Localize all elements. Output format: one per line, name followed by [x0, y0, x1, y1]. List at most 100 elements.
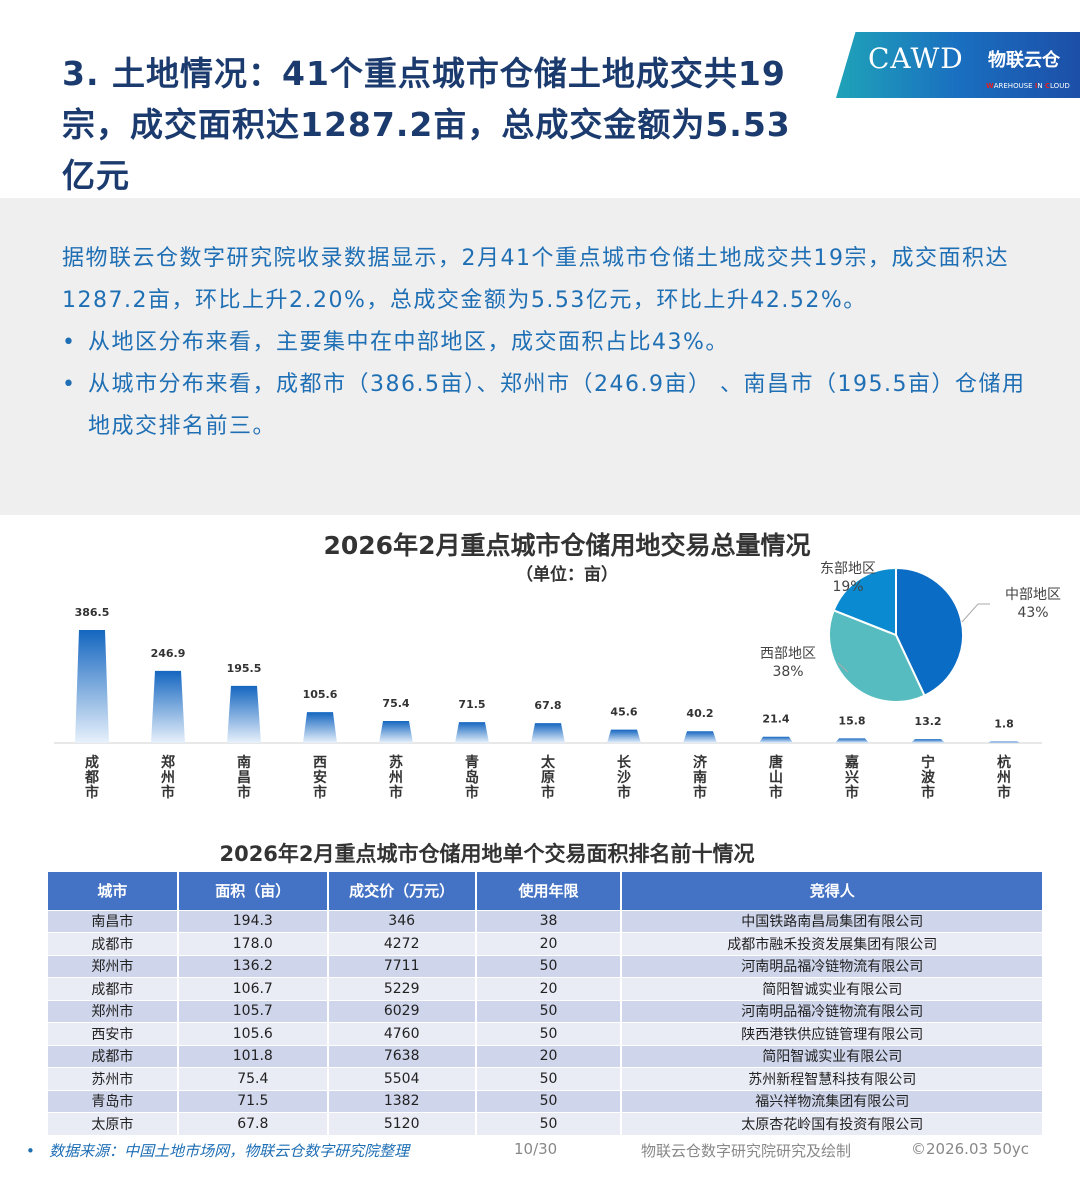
category-label: 波 [921, 769, 936, 786]
bar [607, 729, 641, 743]
category-label: 州 [160, 770, 175, 786]
summary: 据物联云仓数字研究院收录数据显示，2月41个重点城市仓储土地成交共19宗，成交面… [62, 238, 1032, 448]
bar-chart: 386.5成都市246.9郑州市195.5南昌市105.6西安市75.4苏州市7… [54, 561, 1061, 801]
bar [987, 741, 1021, 743]
bar [455, 722, 489, 743]
pie-percent: 43% [1017, 605, 1048, 621]
table-cell: 50 [475, 1112, 623, 1135]
table-row: 郑州市 136.2 7711 50 河南明品福冷链物流有限公司 [48, 954, 1044, 978]
table-cell: 106.7 [177, 977, 329, 1000]
category-label: 太 [541, 754, 556, 771]
category-label: 嘉 [844, 754, 859, 771]
category-label: 市 [389, 784, 403, 801]
wic-logo: 物联云仓 [988, 50, 1060, 71]
bar-value-label: 71.5 [458, 698, 485, 711]
page-number: 10/30 [514, 1140, 558, 1158]
bar [151, 670, 185, 743]
bar-value-label: 75.4 [382, 697, 409, 710]
table-cell: 福兴祥物流集团有限公司 [621, 1089, 1044, 1113]
category-label: 市 [617, 784, 631, 801]
category-label: 州 [388, 770, 403, 786]
table-cell: 101.8 [177, 1044, 329, 1068]
table-row: 西安市 105.6 4760 50 陕西港铁供应链管理有限公司 [48, 1022, 1044, 1045]
column-header: 竞得人 [621, 872, 1044, 910]
bar-value-label: 13.2 [914, 715, 941, 728]
bar [531, 723, 565, 743]
table-cell: 50 [475, 1067, 623, 1090]
table-cell: 5120 [327, 1112, 477, 1135]
table-row: 南昌市 194.3 346 38 中国铁路南昌局集团有限公司 [48, 909, 1044, 933]
category-label: 市 [85, 784, 99, 801]
source-text: 数据来源：中国土地市场网，物联云仓数字研究院整理 [49, 1142, 410, 1160]
category-label: 济 [693, 754, 708, 771]
column-header: 面积（亩） [177, 872, 329, 910]
table-cell: 20 [475, 1044, 623, 1068]
bar-chart-title: 2026年2月重点城市仓储用地交易总量情况 [323, 531, 811, 560]
category-label: 长 [617, 754, 632, 771]
table-cell: 50 [475, 954, 623, 978]
page-title: 3. 土地情况：41个重点城市仓储土地成交共19宗，成交面积达1287.2亩，总… [62, 54, 791, 195]
bar-chart-subtitle: （单位：亩） [516, 565, 618, 585]
bar-value-label: 195.5 [227, 662, 262, 675]
table-cell: 4272 [327, 932, 477, 955]
bar-value-label: 15.8 [838, 714, 865, 727]
bar [759, 736, 793, 743]
category-label: 山 [769, 770, 783, 786]
table-cell: 6029 [327, 999, 477, 1023]
logo: CAWD 物联云仓 WAREHOUSE IN CLOUD [836, 32, 1080, 98]
table-title: 2026年2月重点城市仓储用地单个交易面积排名前十情况 [219, 842, 755, 866]
category-label: 唐 [769, 754, 783, 771]
footer-credit: 物联云仓数字研究院研究及绘制 [641, 1142, 852, 1160]
table-cell: 苏州新程智慧科技有限公司 [621, 1067, 1044, 1090]
table-cell: 太原市 [48, 1112, 179, 1135]
category-label: 市 [845, 784, 859, 801]
category-label: 都 [84, 770, 99, 786]
bar-value-label: 21.4 [762, 713, 789, 726]
column-header: 城市 [48, 872, 179, 910]
table-cell: 中国铁路南昌局集团有限公司 [621, 909, 1044, 933]
bar-value-label: 1.8 [994, 718, 1014, 731]
table-cell: 河南明品福冷链物流有限公司 [621, 954, 1044, 978]
cawd-logo: CAWD [868, 42, 964, 75]
table-cell: 75.4 [177, 1067, 329, 1090]
wic-sub: WAREHOUSE IN CLOUD [986, 82, 1070, 90]
bar [227, 685, 261, 743]
bar-value-label: 67.8 [534, 699, 561, 712]
pie-slice [895, 566, 964, 697]
bar [75, 630, 109, 743]
table-cell: 178.0 [177, 932, 329, 955]
table-cell: 50 [475, 1022, 623, 1045]
table-cell: 简阳智诚实业有限公司 [621, 1044, 1044, 1068]
bar [379, 720, 413, 743]
table-row: 苏州市 75.4 5504 50 苏州新程智慧科技有限公司 [48, 1067, 1044, 1090]
table-cell: 194.3 [177, 909, 329, 933]
pie-percent: 38% [772, 664, 803, 680]
pie-label: 东部地区 [820, 561, 876, 577]
table-row: 成都市 178.0 4272 20 成都市融禾投资发展集团有限公司 [48, 932, 1044, 955]
table-row: 成都市 101.8 7638 20 简阳智诚实业有限公司 [48, 1044, 1044, 1068]
table-cell: 郑州市 [48, 954, 179, 978]
category-label: 市 [161, 784, 175, 801]
bar-value-label: 105.6 [303, 688, 338, 701]
category-label: 兴 [845, 769, 859, 786]
category-label: 苏 [389, 754, 403, 771]
table-cell: 成都市融禾投资发展集团有限公司 [621, 932, 1044, 955]
table-cell: 7711 [327, 954, 477, 978]
category-label: 市 [465, 784, 479, 801]
category-label: 青 [465, 754, 479, 771]
table-cell: 4760 [327, 1022, 477, 1045]
bar [835, 738, 869, 743]
pie-slice [832, 566, 897, 637]
table-cell: 105.7 [177, 999, 329, 1023]
leader-line [961, 603, 990, 623]
category-label: 市 [693, 784, 707, 801]
table-row: 成都市 106.7 5229 20 简阳智诚实业有限公司 [48, 977, 1044, 1000]
pie-label: 中部地区 [1005, 587, 1061, 603]
pie-slice [828, 609, 926, 703]
bar-value-label: 246.9 [151, 647, 186, 660]
table-cell: 50 [475, 999, 623, 1023]
category-label: 岛 [465, 769, 479, 786]
category-label: 原 [541, 770, 555, 786]
category-label: 市 [541, 784, 555, 801]
bar [683, 731, 717, 743]
